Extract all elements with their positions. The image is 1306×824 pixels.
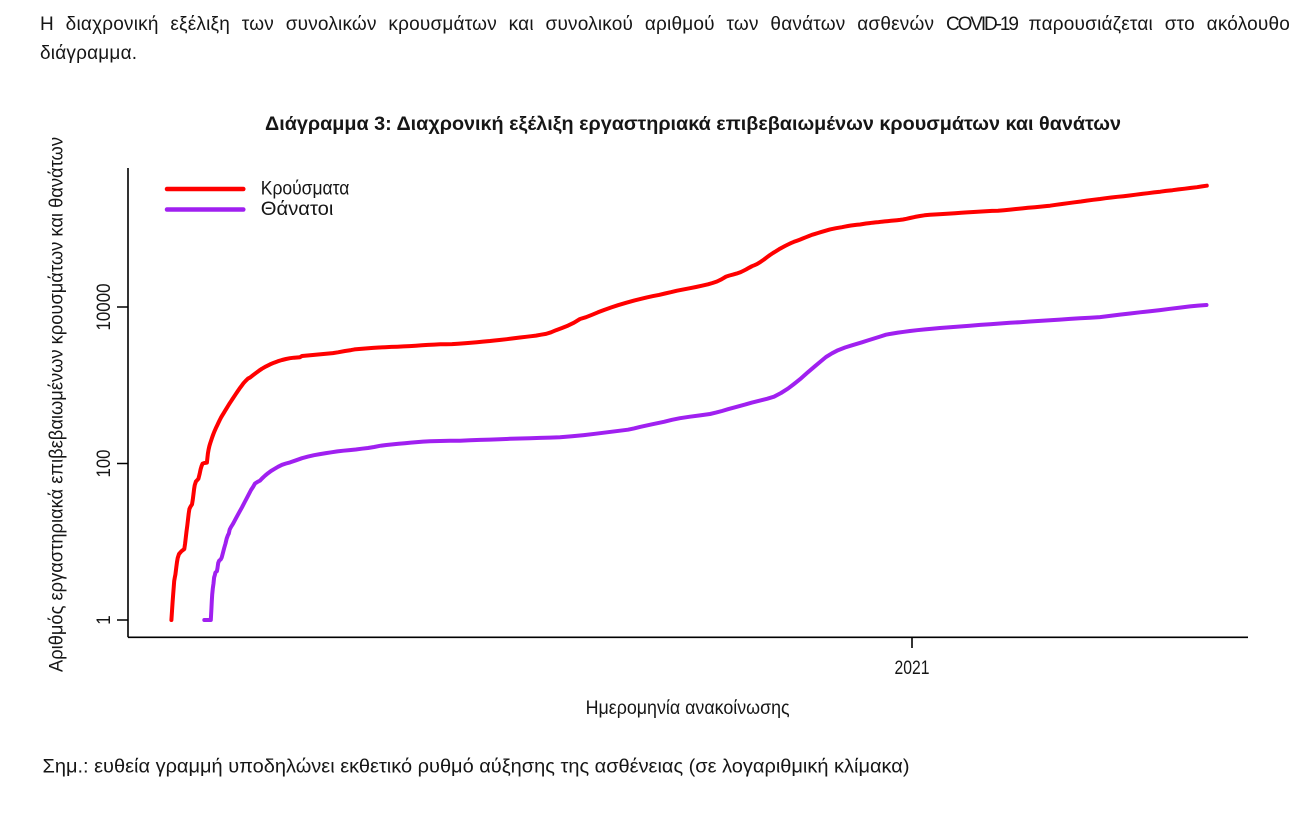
svg-text:1: 1 bbox=[94, 615, 115, 625]
svg-text:Ημερομηνία ανακοίνωσης: Ημερομηνία ανακοίνωσης bbox=[586, 698, 790, 719]
svg-text:Θάνατοι: Θάνατοι bbox=[261, 199, 334, 220]
svg-text:Σημ.: ευθεία γραμμή υποδηλώνει: Σημ.: ευθεία γραμμή υποδηλώνει εκθετικό … bbox=[43, 757, 910, 778]
svg-text:Κρούσματα: Κρούσματα bbox=[261, 178, 350, 199]
svg-text:2021: 2021 bbox=[895, 658, 930, 679]
svg-text:10000: 10000 bbox=[94, 284, 115, 331]
svg-text:Αριθμός εργαστηριακά επιβεβαιω: Αριθμός εργαστηριακά επιβεβαιωμένων κρου… bbox=[47, 137, 68, 672]
svg-text:100: 100 bbox=[94, 450, 115, 478]
svg-text:Διάγραμμα 3: Διαχρονική εξέλιξ: Διάγραμμα 3: Διαχρονική εξέλιξη εργαστηρ… bbox=[265, 114, 1121, 135]
